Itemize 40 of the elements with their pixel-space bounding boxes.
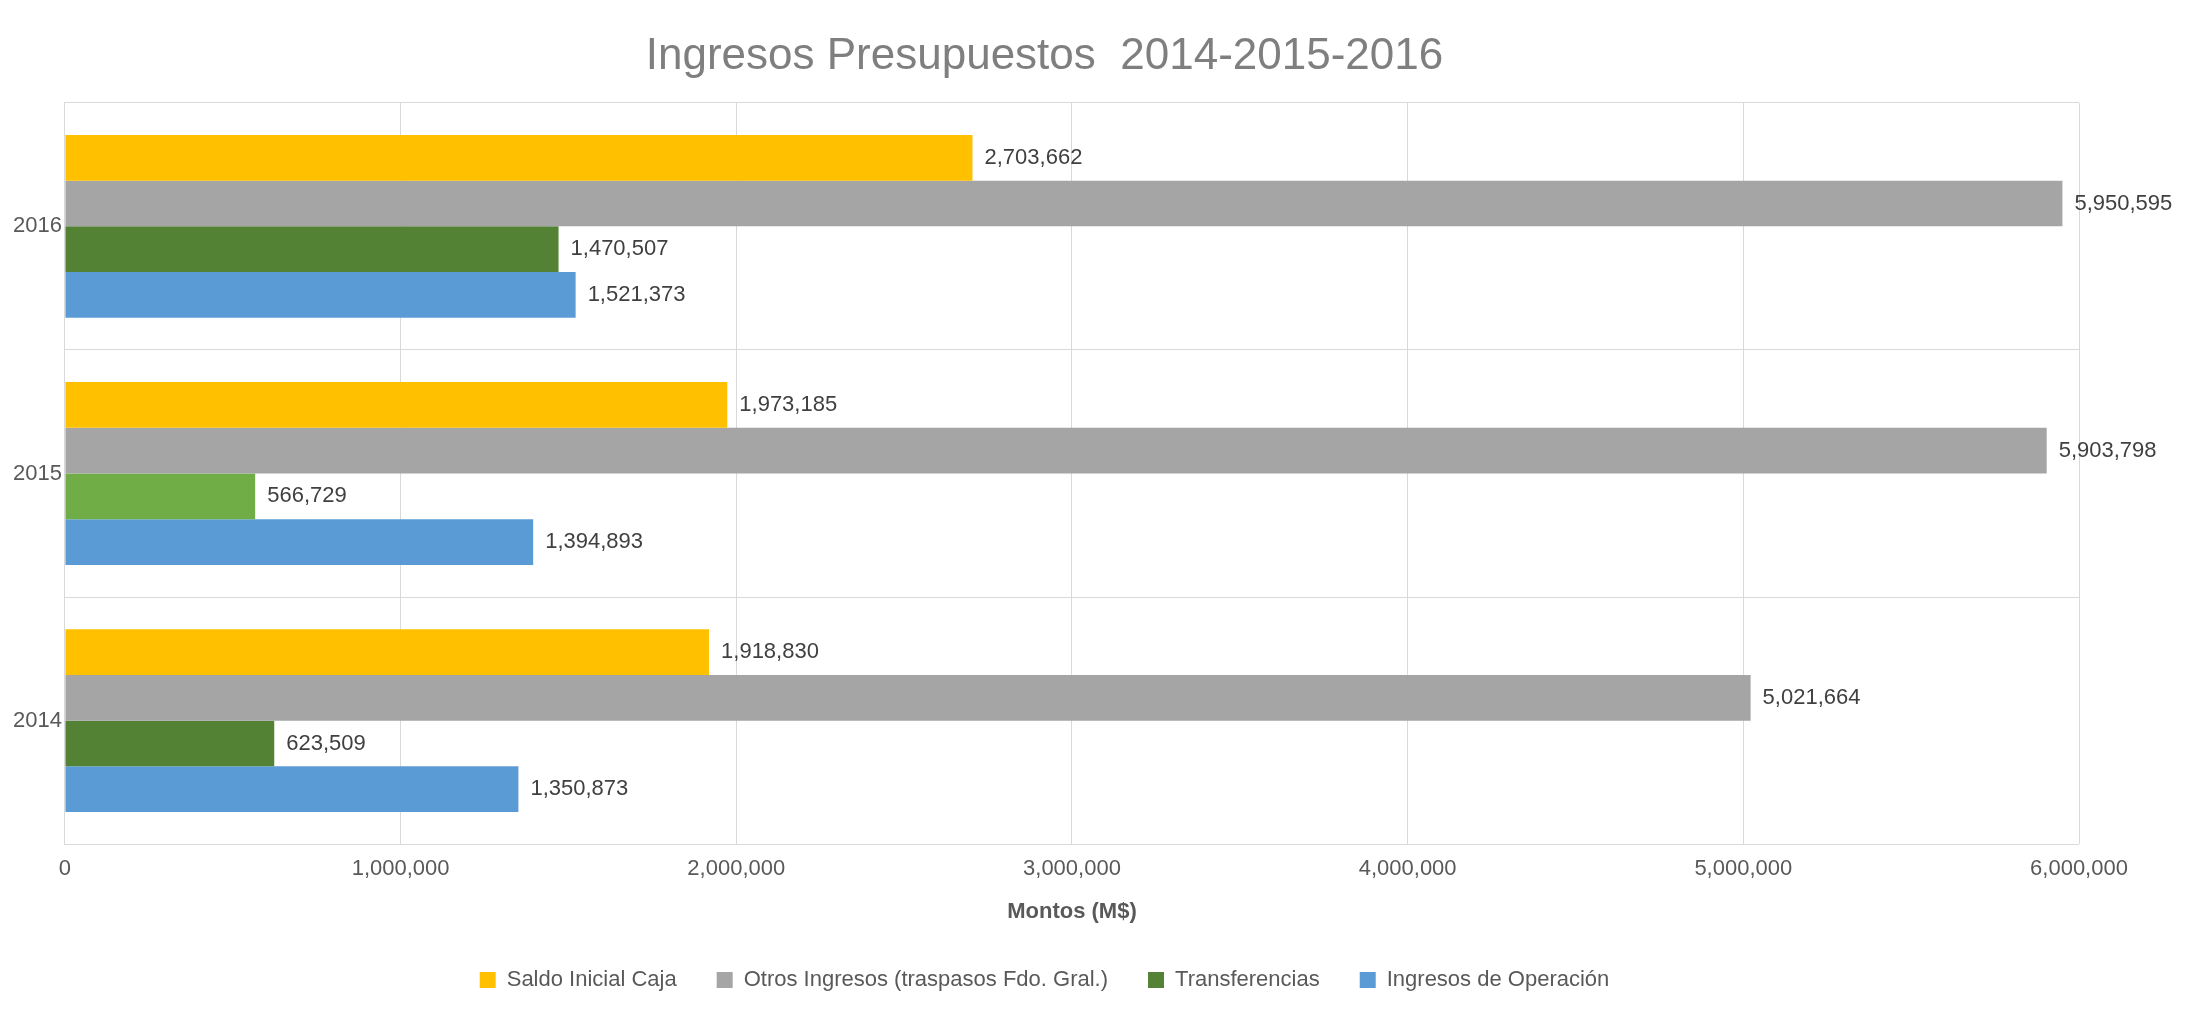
data-label: 1,350,873 — [530, 775, 629, 801]
legend-label: Ingresos de Operación — [1386, 966, 1610, 992]
bar — [65, 473, 256, 520]
data-label: 1,394,893 — [545, 528, 644, 554]
x-tick-label: 1,000,000 — [351, 855, 450, 881]
y-tick-label: 2014 — [12, 706, 62, 732]
bar — [65, 272, 576, 318]
y-tick-label: 2015 — [12, 459, 62, 485]
legend-label: Transferencias — [1175, 966, 1320, 992]
x-tick-label: 6,000,000 — [2030, 855, 2128, 881]
chart-title: Ingresos Presupuestos 2014-2015-2016 — [645, 28, 1444, 78]
bar — [65, 720, 275, 767]
x-tick-label: 2,000,000 — [687, 855, 786, 881]
bar — [65, 427, 2047, 474]
bar — [65, 519, 534, 565]
bar — [65, 766, 519, 813]
legend-label: Saldo Inicial Caja — [506, 966, 678, 992]
bar — [65, 134, 973, 181]
legend-label: Otros Ingresos (traspasos Fdo. Gral.) — [743, 966, 1109, 992]
x-tick-label: 0 — [58, 855, 72, 881]
data-label: 5,903,798 — [2058, 436, 2157, 462]
x-tick-label: 4,000,000 — [1358, 855, 1457, 881]
data-label: 623,509 — [286, 729, 366, 755]
x-tick-label: 5,000,000 — [1694, 855, 1793, 881]
x-axis-title: Montos (M$) — [1007, 897, 1137, 923]
bar — [65, 180, 2063, 227]
y-tick-label: 2016 — [12, 212, 62, 238]
data-label: 5,950,595 — [2074, 189, 2173, 215]
bar — [65, 382, 728, 428]
data-label: 1,521,373 — [587, 281, 686, 307]
data-label: 1,470,507 — [570, 235, 669, 261]
bar — [65, 226, 559, 273]
data-label: 1,973,185 — [739, 390, 838, 416]
data-label: 2,703,662 — [984, 143, 1083, 169]
x-tick-label: 3,000,000 — [1023, 855, 1121, 881]
data-label: 566,729 — [267, 482, 347, 508]
bar — [65, 629, 710, 675]
bar — [65, 674, 1751, 721]
data-label: 1,918,830 — [721, 638, 819, 664]
data-label: 5,021,664 — [1762, 683, 1861, 709]
